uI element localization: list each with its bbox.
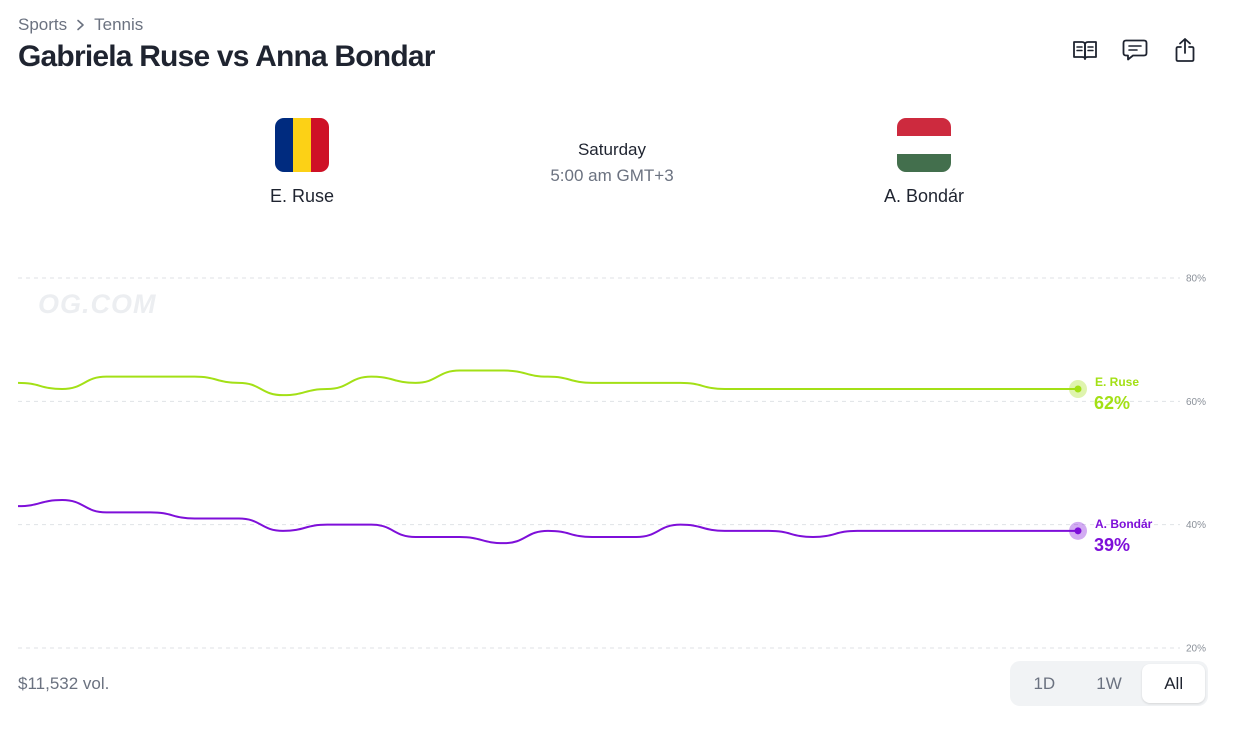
series-end-value: 62% [1094, 393, 1130, 413]
flag-stripe-2 [897, 136, 951, 154]
time-range-selector: 1D 1W All [1010, 661, 1208, 706]
breadcrumb-sports[interactable]: Sports [18, 15, 68, 34]
flag-stripe-1 [275, 118, 293, 172]
comments-icon[interactable] [1122, 36, 1148, 64]
range-1d-button[interactable]: 1D [1033, 673, 1056, 693]
series-end-name: E. Ruse [1095, 375, 1139, 389]
hungary-flag-icon [897, 118, 951, 172]
range-all-button[interactable]: All [1142, 664, 1206, 703]
volume-label: $11,532 vol. [18, 674, 110, 693]
breadcrumb: Sports Tennis [18, 15, 143, 35]
flag-stripe-1 [897, 118, 951, 136]
y-tick-label: 20% [1186, 644, 1206, 655]
chart-series: E. Ruse 62% A. Bondár 39% [17, 369, 1153, 555]
header-actions [1072, 36, 1198, 64]
y-tick-label: 80% [1186, 274, 1206, 285]
team-home[interactable]: E. Ruse [202, 118, 402, 207]
series-end-value: 39% [1094, 535, 1130, 555]
team-home-name: E. Ruse [269, 186, 335, 206]
series-end-point[interactable] [1074, 385, 1082, 393]
chart-grid: 80% 60% 40% 20% [18, 274, 1206, 655]
chart-watermark: OG.COM [38, 289, 157, 319]
odds-chart-svg: 80% 60% 40% 20% OG.COM E. Ruse 62% A. Bondár 3… [17, 274, 1206, 655]
rules-book-icon[interactable] [1072, 36, 1098, 64]
series-end-name: A. Bondár [1095, 517, 1153, 531]
team-away[interactable]: A. Bondár [824, 118, 1024, 207]
flag-stripe-3 [897, 154, 951, 172]
series-line-bondar [17, 499, 1078, 545]
chevron-right-icon [76, 19, 85, 31]
team-away-name: A. Bondár [883, 186, 965, 206]
page-title: Gabriela Ruse vs Anna Bondar [18, 40, 435, 73]
flag-stripe-3 [311, 118, 329, 172]
flag-stripe-2 [293, 118, 311, 172]
series-end-point[interactable] [1074, 527, 1082, 535]
matchup: E. Ruse Saturday 5:00 am GMT+3 A. Bondár [0, 118, 1250, 218]
series-line-ruse [17, 369, 1078, 397]
match-day: Saturday [577, 140, 647, 159]
y-tick-label: 60% [1186, 397, 1206, 408]
share-icon[interactable] [1172, 36, 1198, 64]
breadcrumb-tennis[interactable]: Tennis [94, 15, 144, 34]
match-time: Saturday 5:00 am GMT+3 [512, 140, 712, 186]
odds-chart: 80% 60% 40% 20% OG.COM E. Ruse 62% A. Bondár 3… [0, 250, 1250, 660]
range-1w-button[interactable]: 1W [1096, 673, 1122, 693]
y-tick-label: 40% [1186, 520, 1206, 531]
romania-flag-icon [275, 118, 329, 172]
match-clock: 5:00 am GMT+3 [550, 166, 674, 185]
